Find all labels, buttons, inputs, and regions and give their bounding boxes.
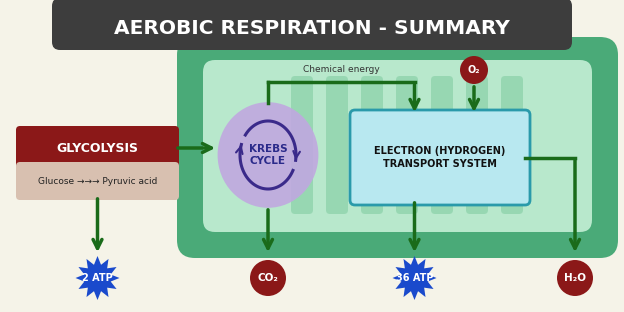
Text: O₂: O₂ — [468, 65, 480, 75]
FancyBboxPatch shape — [203, 60, 592, 232]
Polygon shape — [392, 256, 437, 300]
FancyBboxPatch shape — [431, 76, 453, 214]
FancyBboxPatch shape — [326, 76, 348, 214]
Polygon shape — [76, 256, 120, 300]
Ellipse shape — [218, 102, 318, 208]
Text: KREBS
CYCLE: KREBS CYCLE — [249, 144, 287, 166]
Text: AEROBIC RESPIRATION - SUMMARY: AEROBIC RESPIRATION - SUMMARY — [114, 18, 510, 37]
FancyBboxPatch shape — [361, 76, 383, 214]
Text: Glucose →→→ Pyruvic acid: Glucose →→→ Pyruvic acid — [38, 177, 157, 186]
FancyBboxPatch shape — [16, 162, 179, 200]
Text: GLYCOLYSIS: GLYCOLYSIS — [57, 142, 139, 154]
Circle shape — [557, 260, 593, 296]
Text: ELECTRON (HYDROGEN)
TRANSPORT SYSTEM: ELECTRON (HYDROGEN) TRANSPORT SYSTEM — [374, 146, 505, 169]
Text: Chemical energy: Chemical energy — [303, 65, 379, 74]
Text: CO₂: CO₂ — [258, 273, 278, 283]
FancyBboxPatch shape — [16, 126, 179, 170]
Text: 36 ATP: 36 ATP — [396, 273, 433, 283]
FancyBboxPatch shape — [350, 110, 530, 205]
Text: H₂O: H₂O — [564, 273, 586, 283]
FancyBboxPatch shape — [177, 37, 618, 258]
FancyBboxPatch shape — [291, 76, 313, 214]
FancyBboxPatch shape — [52, 0, 572, 50]
Circle shape — [250, 260, 286, 296]
Text: 2 ATP: 2 ATP — [82, 273, 113, 283]
FancyBboxPatch shape — [501, 76, 523, 214]
FancyBboxPatch shape — [396, 76, 418, 214]
Circle shape — [460, 56, 488, 84]
FancyBboxPatch shape — [466, 76, 488, 214]
